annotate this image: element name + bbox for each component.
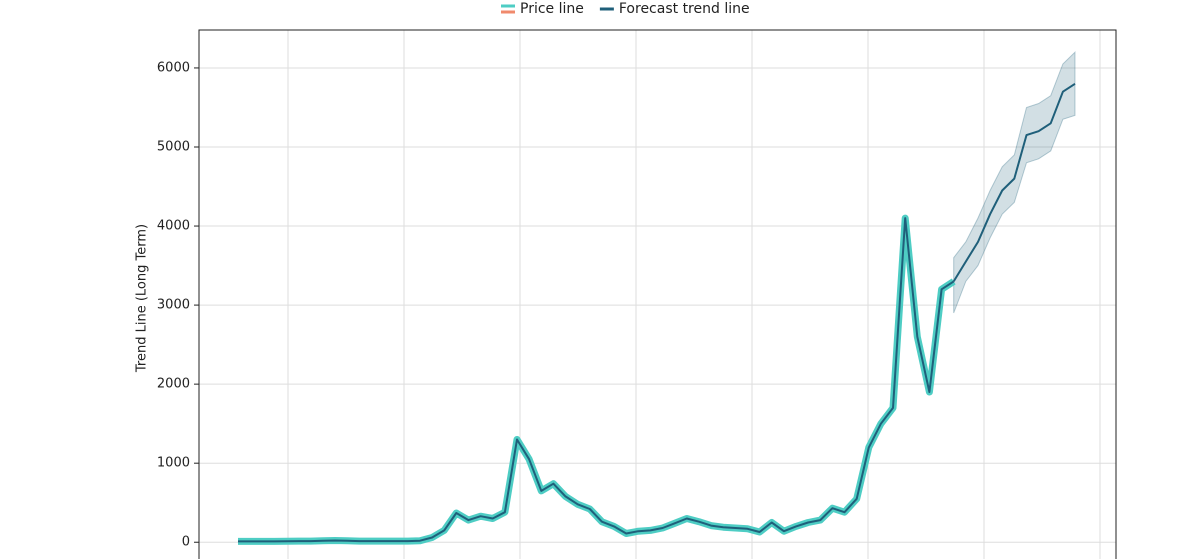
price-line-core [238, 217, 955, 543]
y-tick-label: 6000 [157, 60, 190, 75]
legend-label: Forecast trend line [619, 1, 750, 17]
plot-frame [198, 29, 1117, 559]
y-tick-label: 3000 [157, 298, 190, 313]
y-axis-label: Trend Line (Long Term) [135, 224, 150, 373]
y-tick-label: 1000 [157, 456, 190, 471]
forecast-band [953, 50, 1076, 314]
forecast-line [952, 82, 1076, 282]
y-tick-label: 4000 [157, 219, 190, 234]
price-line [238, 214, 956, 545]
y-tick-label: 5000 [157, 139, 190, 154]
legend-label: Price line [520, 1, 584, 17]
y-tick-label: 0 [182, 535, 190, 550]
y-tick-label: 2000 [157, 377, 190, 392]
